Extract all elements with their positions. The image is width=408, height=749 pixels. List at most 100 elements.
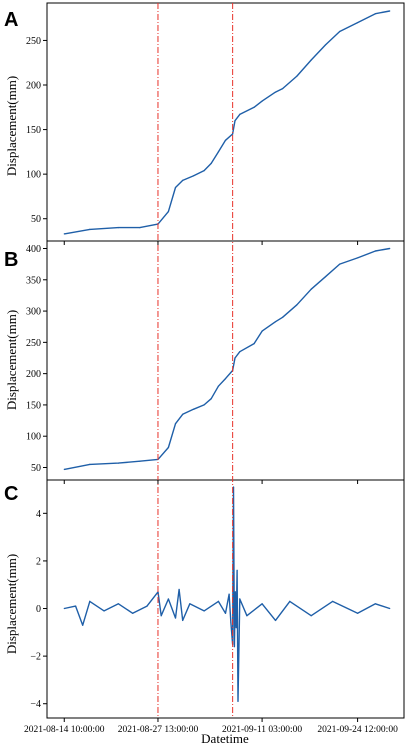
panel-c-data-point: [237, 700, 239, 702]
panel-b-ytick-label: 350: [26, 275, 41, 286]
panel-a-data-point: [234, 120, 236, 122]
panel-a-data-point: [310, 59, 312, 61]
panel-b-data-point: [239, 351, 241, 353]
panel-b-data-point: [224, 378, 227, 380]
panel-c-data-point: [75, 605, 77, 607]
panel-b-data-point: [203, 404, 205, 406]
panel-b-data-point: [182, 413, 184, 415]
panel-b-data-point: [374, 250, 376, 252]
panel-c-data-point: [374, 603, 376, 605]
panel-a-ytick-label: 150: [26, 125, 41, 136]
panel-b-ylabel: Displacement(mm): [4, 310, 19, 410]
panel-a-data-point: [357, 22, 359, 24]
panel-a-data-point: [239, 113, 241, 115]
panel-b-data-point: [234, 357, 236, 359]
panel-c-data-point: [232, 486, 235, 488]
panel-c-data-point: [332, 600, 334, 603]
panel-a-data-point: [139, 227, 141, 229]
panel-a-data-point: [282, 88, 284, 90]
panel-a-data-point: [192, 175, 194, 177]
panel-c-data-point: [203, 610, 205, 612]
panel-c-data-point: [261, 603, 263, 605]
panel-c-data-point: [224, 612, 227, 614]
panel-c-data-point: [167, 598, 169, 600]
panel-c-data-point: [63, 607, 65, 610]
panel-b-data-point: [296, 304, 298, 306]
panel-b-data-point: [63, 468, 65, 470]
panel-a-ylabel: Displacement(mm): [4, 76, 19, 176]
panel-a-data-point: [339, 30, 341, 33]
panel-c-ytick-label: −4: [30, 699, 41, 710]
panel-a-data-point: [261, 100, 263, 102]
panel-a-data-point: [324, 44, 327, 46]
panel-a-data-point: [89, 228, 91, 230]
panel-b-data-point: [324, 276, 327, 278]
panel-c-data-point: [230, 622, 232, 624]
panel-c-data-point: [246, 615, 248, 617]
panel-c-data-point: [310, 615, 312, 617]
panel-b-data-point: [217, 385, 219, 387]
panel-c-data-point: [146, 605, 148, 607]
panel-a-data-point: [174, 186, 177, 189]
panel-b-data-point: [167, 446, 169, 449]
panel-a-data-point: [63, 233, 65, 235]
panel-c-data-point: [233, 646, 235, 648]
panel-b-data-point: [174, 423, 177, 425]
panel-a-data-point: [210, 162, 212, 164]
panel-c-data-point: [289, 600, 291, 603]
panel-b-data-point: [210, 398, 212, 400]
panel-c-ytick-label: 4: [36, 509, 41, 520]
x-tick-label-3: 2021-09-11 03:00:00: [222, 725, 302, 735]
panel-b-letter: B: [4, 249, 18, 271]
panel-b-ytick-label: 100: [26, 432, 41, 443]
x-tick-label-4: 2021-09-24 12:00:00: [317, 725, 398, 735]
panel-b-data-point: [117, 462, 119, 464]
panel-a-plot: 50 100 150 200 250: [26, 2, 405, 242]
panel-a-ytick-label: 200: [26, 81, 41, 92]
panel-b-data-point: [282, 316, 284, 318]
vertical-marker-lines: [157, 3, 234, 718]
panel-a-data-point: [374, 13, 376, 15]
panel-b-data-point: [339, 263, 341, 265]
panel-b-ytick-label: 250: [26, 338, 41, 349]
panel-a-data-point: [167, 211, 169, 213]
panel-b-ytick-label: 400: [26, 244, 41, 255]
panel-a-data-point: [224, 139, 227, 141]
panel-c-ylabel: Displacement(mm): [4, 554, 19, 654]
panel-c-data-point: [178, 588, 180, 591]
panel-a-data-point: [253, 106, 255, 108]
x-tick-label-2: 2021-08-27 13:00:00: [118, 725, 199, 735]
panel-b-data-point: [139, 460, 141, 462]
panel-c-ytick-label: 0: [36, 604, 41, 615]
panel-c-letter: C: [4, 483, 18, 505]
panel-b-frame: [46, 240, 405, 481]
panel-b-data-point: [253, 343, 255, 345]
x-axis-title: Datetime: [201, 731, 249, 746]
panel-b-data-point: [357, 257, 359, 259]
panel-c-data-point: [228, 593, 230, 595]
panel-c-frame: [46, 479, 405, 719]
panel-a-ytick-label: 100: [26, 170, 41, 181]
panel-c-data-point: [234, 591, 236, 593]
panel-c-data-point: [182, 619, 184, 622]
panel-c-data-point: [239, 598, 241, 600]
panel-b-data-point: [310, 288, 312, 290]
panel-a-data-point: [389, 10, 391, 12]
panel-c-data-point: [274, 619, 277, 622]
panel-a-ytick-label: 50: [31, 214, 41, 225]
panel-c-data-point: [217, 600, 219, 603]
panel-b-data-point: [389, 247, 391, 250]
panel-b-series-line: [64, 247, 390, 471]
panel-a-data-point: [203, 170, 205, 172]
panel-b-ytick-label: 300: [26, 307, 41, 318]
panel-c-data-point: [82, 624, 84, 626]
panel-c-data-point: [189, 603, 191, 605]
panel-b-ytick-label: 150: [26, 400, 41, 411]
panel-b-plot: 50 100 150 200 250 300 350 400: [26, 240, 405, 481]
panel-a-data-point: [117, 227, 119, 229]
panel-c-data-point: [389, 607, 391, 610]
panel-c-plot: −4 −2 0 2 4: [30, 479, 405, 719]
panel-c-data-point: [235, 627, 237, 629]
panel-c-ytick-label: −2: [30, 652, 41, 663]
